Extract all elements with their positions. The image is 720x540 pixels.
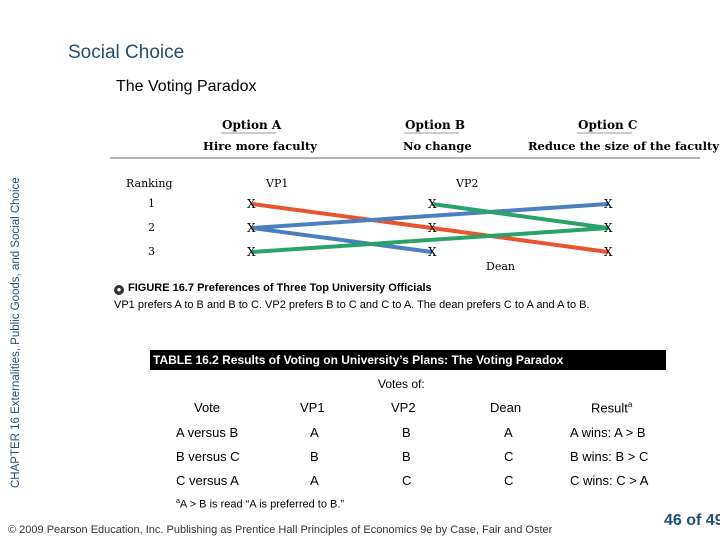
footnote-text: A > B is read “A is preferred to B.” [179, 498, 345, 511]
row-1-vote: A versus B [176, 425, 239, 440]
option-b-desc: No change [403, 139, 472, 153]
slide-title: Social Choice [68, 42, 185, 63]
figure-icon: ● [114, 285, 124, 295]
ranking-label: Ranking [126, 177, 173, 190]
copyright-footer: © 2009 Pearson Education, Inc. Publishin… [8, 524, 553, 536]
header-result-sup: a [627, 400, 633, 409]
row-2-dean: C [504, 449, 514, 464]
footnote-sup: a [176, 498, 180, 505]
row-3-result: C wins: C > A [570, 473, 649, 488]
vp1-label: VP1 [266, 177, 289, 190]
header-vote: Vote [194, 400, 221, 415]
option-a-label: Option A [222, 118, 282, 132]
row-1-result: A wins: A > B [570, 425, 646, 440]
table-title: TABLE 16.2 Results of Voting on Universi… [150, 350, 666, 370]
option-a-desc: Hire more faculty [203, 139, 317, 153]
row-2-vp2: B [402, 449, 411, 464]
header-vp2: VP2 [391, 400, 416, 415]
option-c-label: Option C [578, 118, 638, 132]
row-2-result: B wins: B > C [570, 449, 649, 464]
figure-description: VP1 prefers A to B and B to C. VP2 prefe… [114, 299, 590, 311]
mark-b-3: X [428, 245, 437, 259]
rank-2: 2 [148, 221, 155, 234]
dean-label: Dean [486, 260, 515, 273]
rank-1: 1 [148, 197, 155, 210]
mark-c-2: X [604, 221, 613, 235]
rank-3: 3 [148, 245, 155, 258]
page-number: 46 of 49 [664, 512, 720, 529]
mark-c-1: X [604, 197, 613, 211]
vp2-preference-line [251, 202, 609, 254]
mark-b-2: X [428, 221, 437, 235]
header-dean: Dean [490, 400, 522, 415]
row-3-dean: C [504, 473, 514, 488]
mark-a-1: X [247, 197, 256, 211]
header-vp1: VP1 [300, 400, 325, 415]
vp1-preference-line [251, 202, 609, 254]
slide-subtitle: The Voting Paradox [116, 78, 257, 95]
mark-a-3: X [247, 245, 256, 259]
option-b-label: Option B [405, 118, 465, 132]
votes-of-label: Votes of: [378, 377, 425, 391]
vp2-label: VP2 [456, 177, 479, 190]
table-footnote: aA > B is read “A is preferred to B.” [176, 498, 344, 511]
row-1-vp2: B [402, 425, 411, 440]
row-2-vote: B versus C [176, 449, 240, 464]
row-3-vp2: C [402, 473, 412, 488]
preference-diagram [110, 132, 700, 254]
mark-c-3: X [604, 245, 613, 259]
mark-b-1: X [428, 197, 437, 211]
header-result-text: Result [591, 400, 628, 416]
row-3-vote: C versus A [176, 473, 239, 488]
row-2-vp1: B [310, 449, 319, 464]
row-1-vp1: A [310, 425, 319, 440]
figure-caption: ● FIGURE 16.7 Preferences of Three Top Un… [114, 282, 432, 295]
figure-caption-text: FIGURE 16.7 Preferences of Three Top Uni… [128, 282, 432, 294]
option-c-desc: Reduce the size of the faculty [528, 139, 720, 153]
mark-a-2: X [247, 221, 256, 235]
header-result: Resulta [591, 400, 632, 415]
row-1-dean: A [504, 425, 513, 440]
row-3-vp1: A [310, 473, 319, 488]
